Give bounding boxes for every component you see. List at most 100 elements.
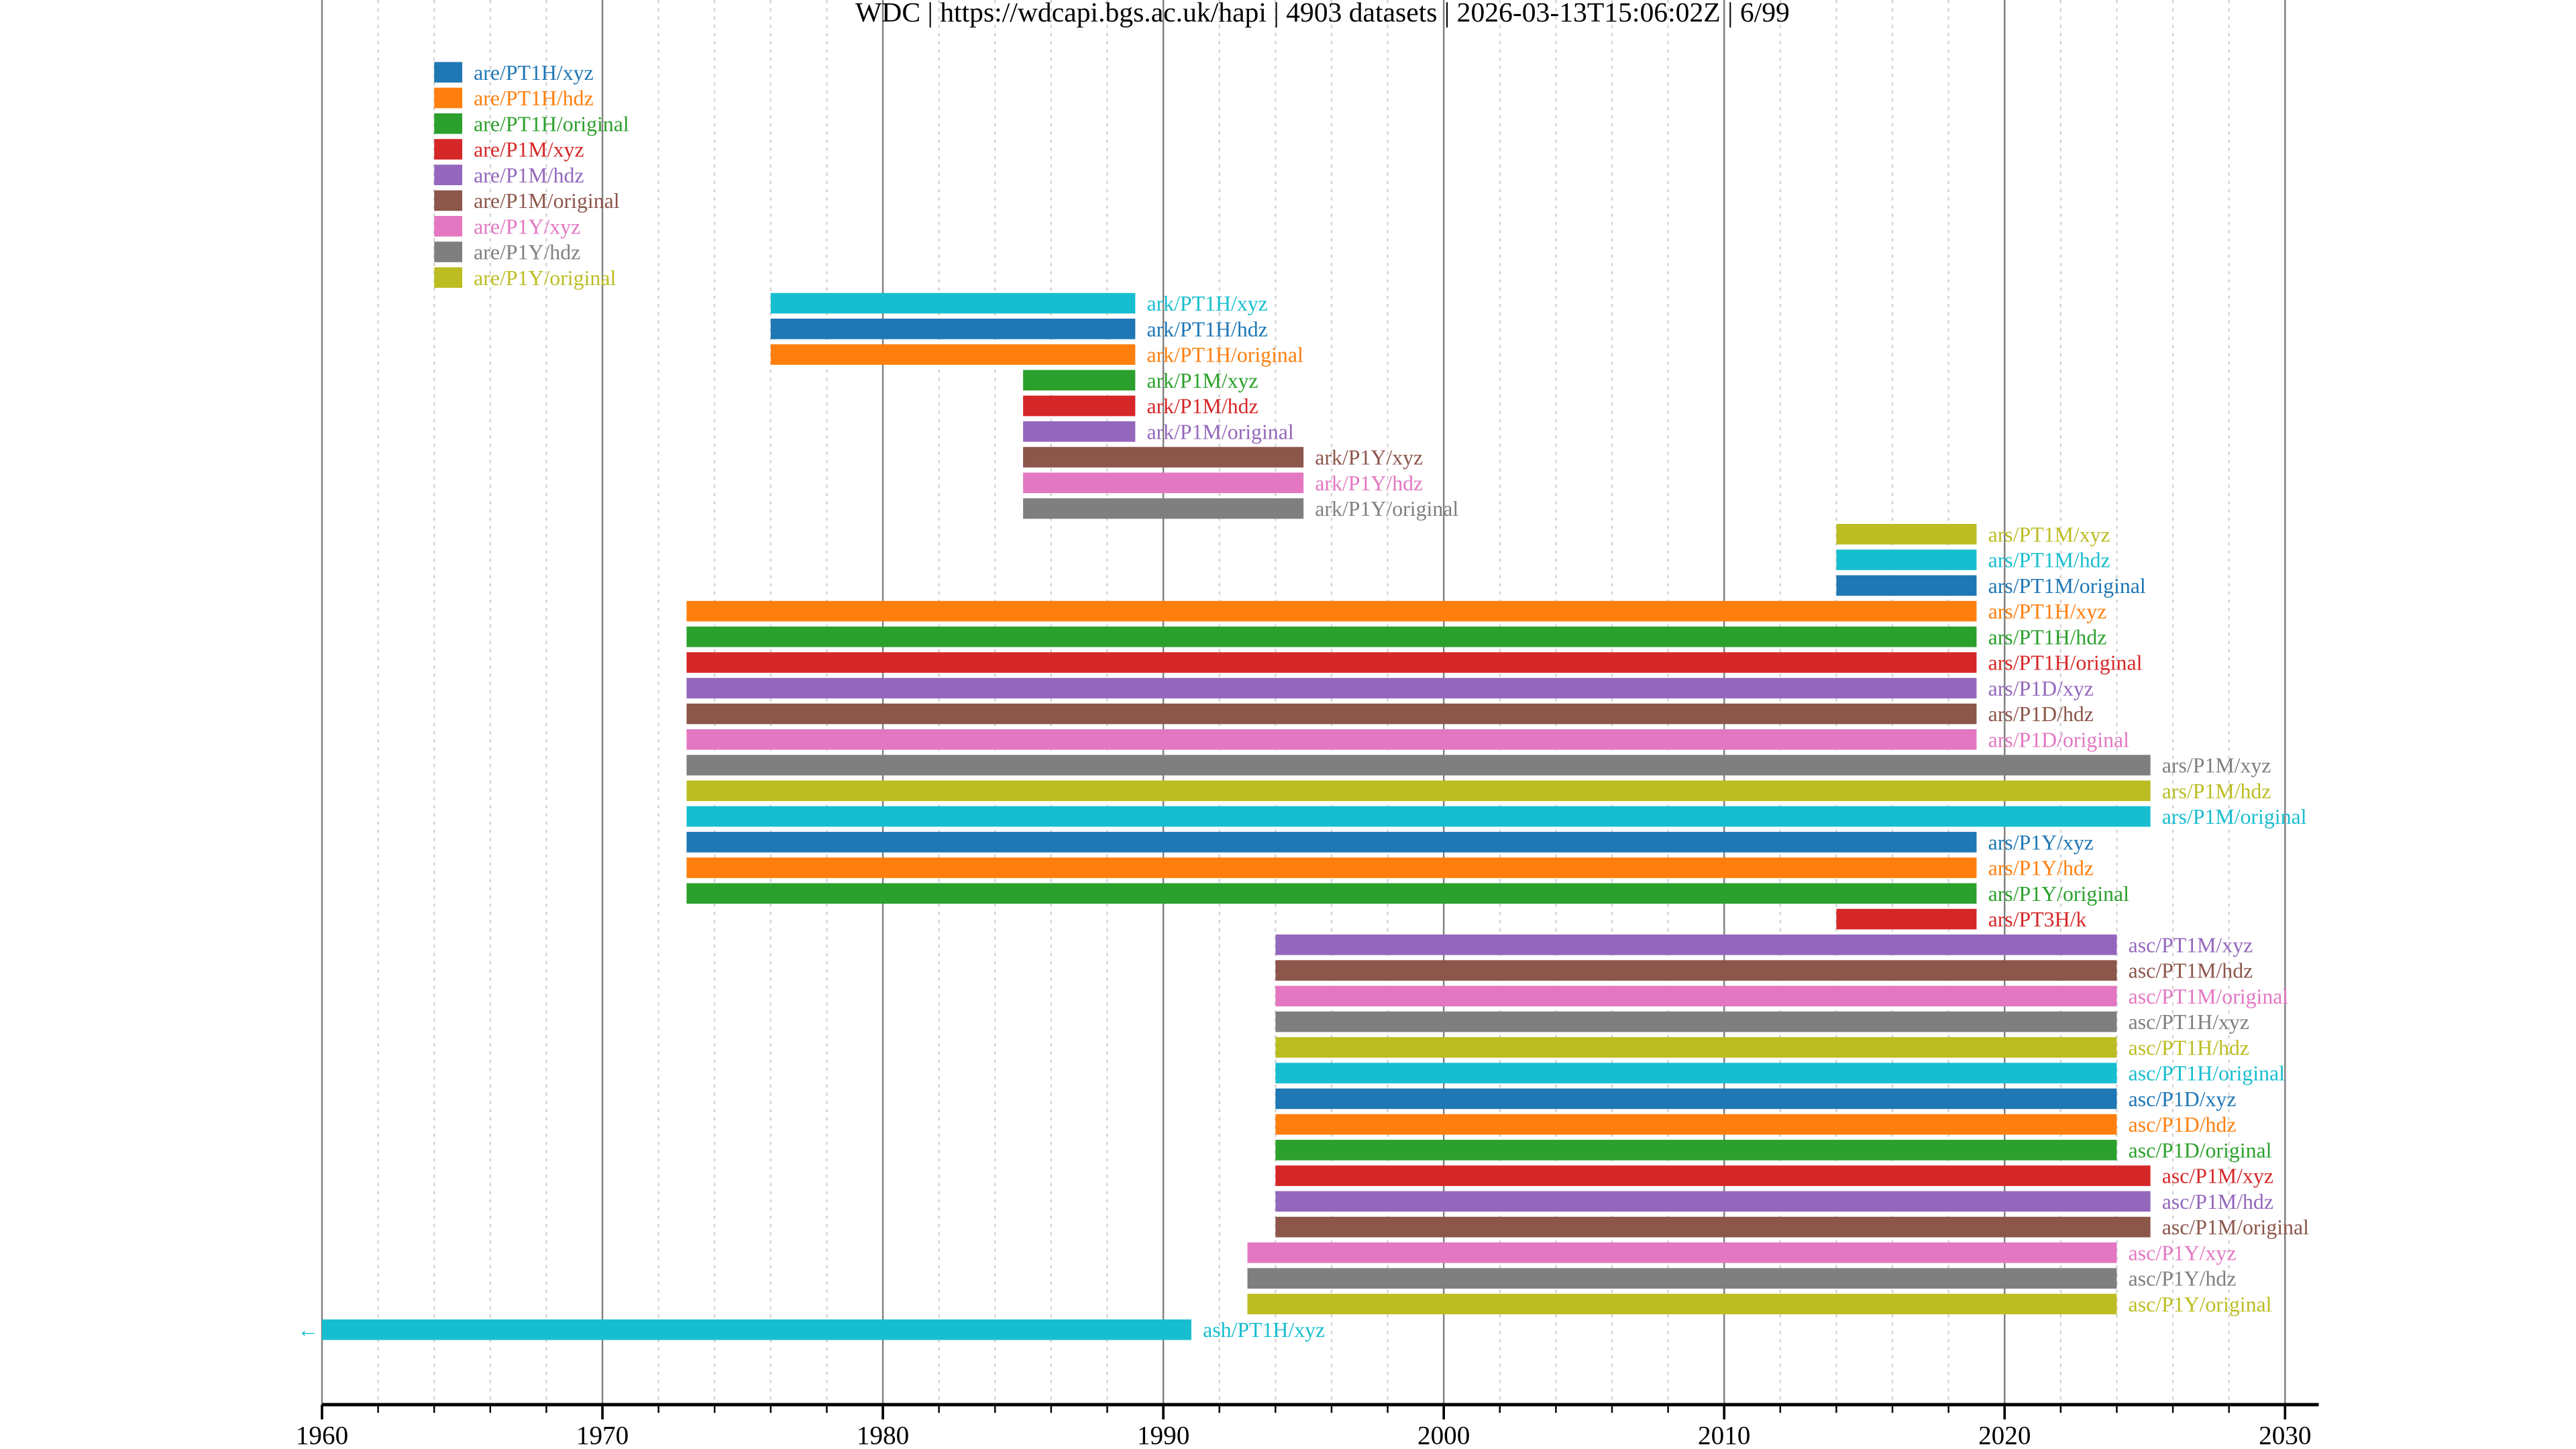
dataset-row: are/P1M/hdz <box>434 164 584 187</box>
dataset-bar <box>434 139 463 160</box>
dataset-bar <box>770 344 1136 365</box>
dataset-bar <box>1023 421 1136 442</box>
dataset-row: ark/P1Y/hdz <box>1023 472 1423 495</box>
dataset-bar <box>686 806 2151 827</box>
dataset-label: ars/PT1H/original <box>1988 651 2143 675</box>
dataset-label: asc/P1M/xyz <box>2162 1165 2273 1188</box>
dataset-bar <box>1275 1063 2117 1083</box>
dataset-label: ark/P1M/hdz <box>1146 394 1258 418</box>
dataset-bar <box>1275 1165 2151 1186</box>
dataset-bar <box>434 267 463 288</box>
dataset-row: ars/PT1M/hdz <box>1836 549 2110 572</box>
dataset-bar <box>1023 370 1136 391</box>
dataset-bar <box>1275 960 2117 981</box>
dataset-bar <box>434 62 463 83</box>
dataset-label: ark/PT1H/original <box>1146 343 1303 367</box>
dataset-label: are/PT1H/hdz <box>474 87 594 110</box>
dataset-bar <box>1275 1088 2117 1110</box>
truncated-start-arrow-icon: ← <box>297 1318 319 1342</box>
dataset-bar <box>686 883 1977 904</box>
dataset-bar <box>1275 1114 2117 1135</box>
dataset-row: asc/PT1M/xyz <box>1275 933 2253 957</box>
grid-layer <box>321 0 2286 1405</box>
dataset-label: ars/P1Y/hdz <box>1988 857 2094 880</box>
dataset-row: are/P1Y/original <box>434 266 616 290</box>
dataset-label: ars/PT1H/hdz <box>1988 625 2107 649</box>
dataset-label: ars/P1D/hdz <box>1988 702 2094 726</box>
dataset-row: asc/PT1H/xyz <box>1275 1010 2249 1034</box>
x-tick-label: 2020 <box>1978 1421 2031 1449</box>
dataset-bar <box>686 780 2151 802</box>
dataset-label: ars/PT1M/hdz <box>1988 549 2110 572</box>
dataset-label: are/P1Y/hdz <box>474 241 580 264</box>
dataset-bar <box>1023 395 1136 417</box>
dataset-row: ars/P1Y/original <box>686 882 2129 906</box>
dataset-row: ars/PT1H/xyz <box>686 600 2106 623</box>
dataset-bar <box>1275 934 2117 955</box>
dataset-row: ars/P1M/xyz <box>686 754 2271 777</box>
dataset-bar <box>434 87 463 109</box>
dataset-label: ars/PT1M/xyz <box>1988 523 2110 546</box>
dataset-row: ark/PT1H/hdz <box>770 317 1268 341</box>
dataset-label: ars/P1D/original <box>1988 728 2130 751</box>
dataset-row: are/PT1H/hdz <box>434 87 594 110</box>
dataset-bar <box>686 652 1977 673</box>
dataset-bar <box>686 857 1977 878</box>
dataset-bar <box>686 703 1977 724</box>
dataset-label: ars/PT1H/xyz <box>1988 600 2107 623</box>
dataset-row: ars/PT1M/original <box>1836 574 2146 598</box>
dataset-label: asc/P1Y/original <box>2129 1293 2272 1316</box>
dataset-row: ars/P1D/original <box>686 728 2129 751</box>
dataset-label: are/PT1H/original <box>474 112 629 136</box>
dataset-label: asc/P1M/original <box>2162 1216 2309 1239</box>
dataset-label: ars/P1M/original <box>2162 805 2307 828</box>
dataset-bar <box>770 292 1136 314</box>
dataset-bar <box>1275 1216 2151 1238</box>
x-axis: 1960 1970 1980 1990 2000 2010 2020 2030 <box>296 1403 2319 1449</box>
dataset-row: asc/PT1H/hdz <box>1275 1036 2249 1059</box>
dataset-row: are/PT1H/xyz <box>434 61 594 85</box>
x-tick-label: 1980 <box>857 1421 909 1449</box>
dataset-bar <box>434 215 463 237</box>
dataset-bar <box>1023 472 1304 494</box>
dataset-label: asc/P1D/hdz <box>2129 1113 2237 1136</box>
x-tick-label: 1960 <box>296 1421 348 1449</box>
dataset-bar <box>1836 908 1977 930</box>
dataset-row: asc/P1Y/xyz <box>1247 1241 2237 1265</box>
dataset-bar <box>1247 1268 2117 1289</box>
dataset-bar <box>1275 1037 2117 1058</box>
dataset-bar <box>770 318 1136 339</box>
dataset-bar <box>1023 498 1304 519</box>
dataset-label: asc/P1Y/xyz <box>2129 1241 2237 1265</box>
dataset-row: ars/PT1H/original <box>686 651 2143 675</box>
dataset-row: ars/P1D/xyz <box>686 677 2094 700</box>
dataset-row: ars/PT1M/xyz <box>1836 523 2110 546</box>
dataset-bar <box>686 627 1977 647</box>
dataset-label: are/P1Y/xyz <box>474 215 580 238</box>
dataset-bar <box>1247 1242 2117 1263</box>
dataset-label: are/P1M/hdz <box>474 164 584 187</box>
dataset-row: ars/PT3H/k <box>1836 908 2086 931</box>
dataset-row: ark/P1Y/original <box>1023 497 1458 521</box>
dataset-row: ars/P1D/hdz <box>686 702 2094 726</box>
dataset-row: are/PT1H/original <box>434 112 629 136</box>
chart-title: WDC | https://wdcapi.bgs.ac.uk/hapi | 49… <box>855 0 1790 28</box>
x-tick-label: 2010 <box>1698 1421 1750 1449</box>
dataset-bar <box>1836 549 1977 570</box>
dataset-row: asc/PT1M/hdz <box>1275 959 2253 983</box>
dataset-label: asc/PT1M/hdz <box>2129 959 2253 983</box>
dataset-bar <box>686 755 2151 775</box>
dataset-bar <box>686 729 1977 750</box>
dataset-row: ark/P1M/xyz <box>1023 369 1258 392</box>
dataset-bar <box>1275 1011 2117 1032</box>
dataset-label: are/PT1H/xyz <box>474 61 594 85</box>
dataset-row: asc/P1M/hdz <box>1275 1190 2273 1214</box>
dataset-label: asc/PT1M/xyz <box>2129 933 2253 957</box>
dataset-label: ark/P1M/original <box>1146 420 1293 443</box>
dataset-label: asc/PT1H/original <box>2129 1062 2286 1085</box>
dataset-label: asc/P1D/original <box>2129 1138 2272 1162</box>
dataset-row: are/P1Y/hdz <box>434 241 580 264</box>
x-tick-label: 2030 <box>2259 1421 2311 1449</box>
dataset-label: ars/P1M/xyz <box>2162 754 2271 777</box>
